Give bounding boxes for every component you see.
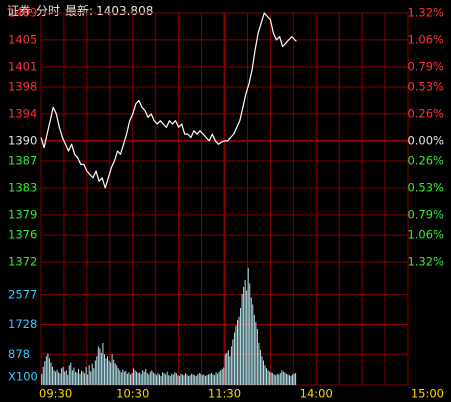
- chart-header: 证券 分时 最新: 1403.808: [7, 3, 158, 19]
- percent-tick-label: 1.32%: [407, 6, 444, 20]
- percent-tick-label: 1.06%: [407, 32, 444, 46]
- price-tick-label: 1387: [8, 154, 37, 168]
- price-tick-label: 1409: [8, 6, 37, 20]
- price-tick-label: 1372: [8, 255, 37, 269]
- view-mode-label: 分时: [36, 4, 61, 18]
- volume-tick-label: 2577: [8, 287, 37, 301]
- price-tick-label: 1405: [8, 32, 37, 46]
- price-tick-label: 1376: [8, 228, 37, 242]
- volume-unit-label: X100: [8, 370, 38, 384]
- percent-tick-label: 0.53%: [407, 180, 444, 194]
- price-tick-label: 1379: [8, 207, 37, 221]
- time-tick-label: 11:30: [208, 387, 241, 401]
- volume-tick-label: 1728: [8, 317, 37, 331]
- percent-tick-label: 0.79%: [407, 207, 444, 221]
- time-tick-label: 14:00: [300, 387, 333, 401]
- time-tick-label: 15:00: [411, 387, 444, 401]
- price-tick-label: 1390: [8, 133, 37, 147]
- percent-tick-label: 0.26%: [407, 154, 444, 168]
- percent-tick-label: 0.26%: [407, 106, 444, 120]
- latest-price-label: 最新:: [65, 4, 94, 18]
- price-tick-label: 1398: [8, 80, 37, 94]
- percent-tick-label: 0.53%: [407, 80, 444, 94]
- latest-price-value: 1403.808: [96, 4, 154, 18]
- volume-tick-label: 878: [8, 347, 30, 361]
- stock-name: 证券: [7, 4, 32, 18]
- percent-tick-label: 1.06%: [407, 228, 444, 242]
- percent-tick-label: 1.32%: [407, 255, 444, 269]
- time-tick-label: 10:30: [116, 387, 149, 401]
- price-tick-label: 1401: [8, 59, 37, 73]
- price-tick-label: 1383: [8, 180, 37, 194]
- percent-tick-label: 0.00%: [407, 133, 444, 147]
- price-tick-label: 1394: [8, 106, 37, 120]
- time-tick-label: 09:30: [39, 387, 72, 401]
- percent-tick-label: 0.79%: [407, 59, 444, 73]
- price-line: [40, 12, 297, 189]
